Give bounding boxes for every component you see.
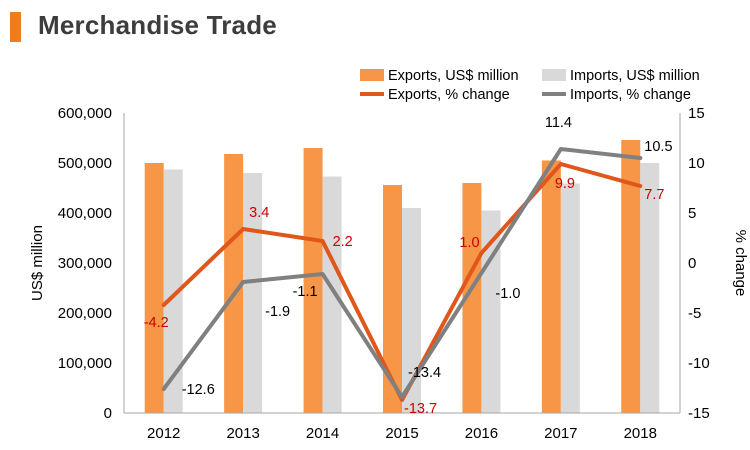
y-right-tick-label: 0 <box>688 255 696 272</box>
y-left-tick-label: 100,000 <box>58 355 112 372</box>
data-label: 9.9 <box>555 176 575 192</box>
y-right-axis-title: % change <box>732 230 749 297</box>
legend-swatch <box>360 69 384 81</box>
bar-imports-2014 <box>322 176 342 413</box>
data-label: -1.0 <box>495 286 520 302</box>
exports-change-line <box>161 162 643 402</box>
data-label: 2.2 <box>333 234 353 250</box>
bar-exports-2018 <box>621 140 641 413</box>
data-label: -13.7 <box>404 401 437 417</box>
data-label: 1.0 <box>459 235 479 251</box>
legend-swatch <box>542 69 566 81</box>
legend-label: Imports, US$ million <box>570 68 700 84</box>
data-label: -1.9 <box>265 304 290 320</box>
legend-label: Exports, % change <box>388 87 510 103</box>
y-right-tick-label: 5 <box>688 205 696 222</box>
x-tick-label: 2017 <box>544 425 577 442</box>
y-left-tick-label: 200,000 <box>58 305 112 322</box>
legend-label: Exports, US$ million <box>388 68 519 84</box>
bar-imports-2018 <box>640 163 660 413</box>
y-left-tick-label: 400,000 <box>58 205 112 222</box>
bar-imports-2016 <box>481 210 501 413</box>
x-tick-label: 2012 <box>147 425 180 442</box>
data-label: -1.1 <box>293 284 318 300</box>
bar-exports-2013 <box>224 154 244 413</box>
x-tick-label: 2016 <box>465 425 498 442</box>
bar-exports-2015 <box>383 185 402 413</box>
y-left-axis-title: US$ million <box>29 225 46 301</box>
data-label: 10.5 <box>644 139 672 155</box>
x-tick-label: 2015 <box>385 425 418 442</box>
data-label: 7.7 <box>644 187 664 203</box>
x-tick-label: 2013 <box>226 425 259 442</box>
bar-imports-2015 <box>402 208 421 413</box>
bar-imports-2017 <box>560 183 580 413</box>
data-label: -12.6 <box>182 382 215 398</box>
y-right-tick-label: -15 <box>688 405 710 422</box>
bar-exports-2017 <box>541 160 561 413</box>
y-right-tick-label: -10 <box>688 355 710 372</box>
y-left-tick-label: 500,000 <box>58 155 112 172</box>
bar-exports-2014 <box>303 148 323 413</box>
y-left-tick-label: 600,000 <box>58 105 112 122</box>
x-tick-label: 2018 <box>624 425 657 442</box>
legend-label: Imports, % change <box>570 87 691 103</box>
title-accent-bar <box>10 12 21 42</box>
bar-imports-2012 <box>163 169 183 413</box>
y-right-tick-label: 10 <box>688 155 705 172</box>
data-label: -4.2 <box>144 315 169 331</box>
data-label: 11.4 <box>545 115 572 131</box>
y-left-tick-label: 300,000 <box>58 255 112 272</box>
y-right-tick-label: 15 <box>688 105 705 122</box>
bar-exports-2012 <box>144 163 164 413</box>
data-label: -13.4 <box>408 365 441 381</box>
bar-exports-2016 <box>462 183 482 413</box>
page-title: Merchandise Trade <box>38 10 277 40</box>
y-left-tick-label: 0 <box>104 405 112 422</box>
y-right-tick-label: -5 <box>688 305 701 322</box>
imports-change-line <box>161 147 643 399</box>
x-tick-label: 2014 <box>306 425 339 442</box>
data-label: 3.4 <box>249 205 269 221</box>
